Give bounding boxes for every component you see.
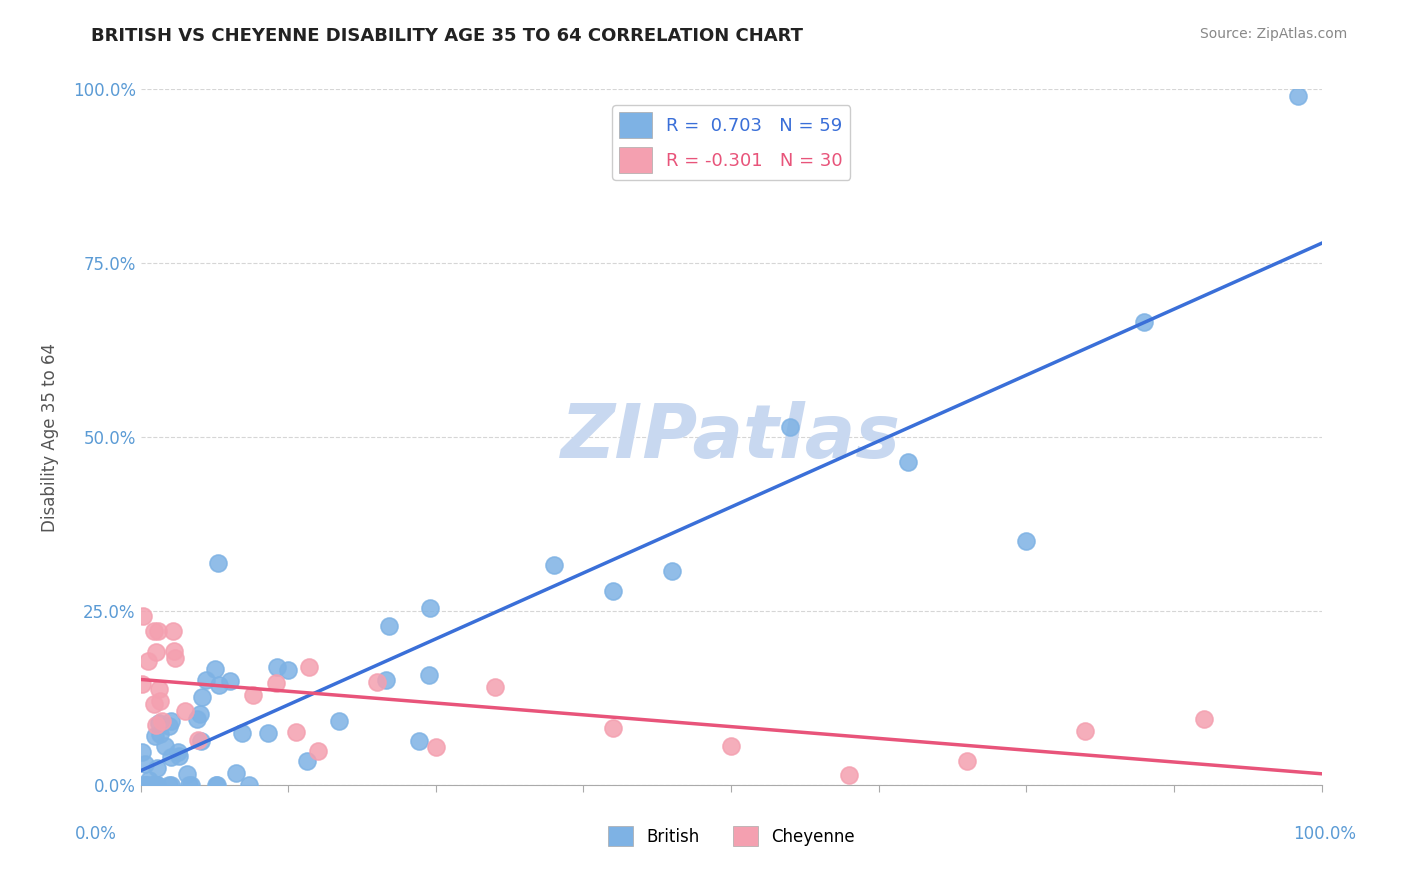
Point — [134, 757, 156, 772]
Point — [205, 778, 228, 792]
Point — [375, 673, 398, 687]
Point — [136, 654, 159, 668]
Point — [602, 721, 624, 735]
Point — [207, 556, 229, 570]
Point — [204, 662, 226, 676]
Point — [366, 674, 388, 689]
Point — [720, 739, 742, 753]
Point — [146, 778, 169, 792]
Point — [277, 663, 299, 677]
Point — [141, 778, 163, 792]
Point — [146, 624, 169, 638]
Point — [264, 676, 287, 690]
Point — [145, 778, 167, 792]
Point — [602, 583, 624, 598]
Point — [191, 690, 214, 704]
Text: ZIPatlas: ZIPatlas — [561, 401, 901, 474]
Point — [779, 420, 801, 434]
Point — [408, 734, 430, 748]
Point — [484, 680, 506, 694]
Point — [146, 778, 169, 792]
Point — [149, 694, 172, 708]
Point — [295, 754, 318, 768]
Point — [190, 733, 212, 747]
Point — [661, 564, 683, 578]
Y-axis label: Disability Age 35 to 64: Disability Age 35 to 64 — [41, 343, 59, 532]
Point — [148, 715, 170, 730]
Point — [157, 778, 180, 792]
Text: 0.0%: 0.0% — [75, 825, 117, 843]
Point — [419, 600, 441, 615]
Point — [132, 778, 155, 792]
Point — [176, 767, 198, 781]
Point — [150, 714, 173, 729]
Point — [186, 712, 208, 726]
Point — [142, 697, 165, 711]
Point — [143, 729, 166, 743]
Point — [177, 778, 200, 792]
Point — [897, 455, 920, 469]
Point — [231, 725, 253, 739]
Point — [135, 778, 157, 792]
Point — [145, 645, 167, 659]
Point — [425, 739, 447, 754]
Point — [148, 682, 170, 697]
Point — [284, 725, 307, 739]
Point — [145, 718, 167, 732]
Point — [146, 761, 169, 775]
Point — [1286, 89, 1309, 103]
Point — [132, 609, 155, 624]
Point — [328, 714, 350, 728]
Point — [266, 659, 288, 673]
Point — [219, 673, 242, 688]
Point — [143, 624, 166, 638]
Text: Source: ZipAtlas.com: Source: ZipAtlas.com — [1199, 27, 1347, 41]
Point — [157, 719, 180, 733]
Point — [131, 745, 153, 759]
Point — [159, 778, 181, 792]
Point — [138, 773, 160, 788]
Point — [238, 778, 260, 792]
Point — [149, 727, 172, 741]
Point — [838, 767, 860, 781]
Point — [155, 739, 177, 753]
Point — [188, 707, 211, 722]
Point — [162, 644, 184, 658]
Point — [187, 732, 209, 747]
Point — [256, 726, 278, 740]
Text: 100.0%: 100.0% — [1294, 825, 1355, 843]
Point — [143, 778, 166, 792]
Point — [159, 714, 181, 729]
Point — [160, 750, 183, 764]
Point — [543, 558, 565, 572]
Point — [142, 778, 165, 792]
Point — [169, 748, 191, 763]
Point — [298, 660, 321, 674]
Point — [205, 778, 228, 792]
Point — [1074, 724, 1097, 739]
Point — [165, 651, 187, 665]
Point — [1192, 712, 1215, 726]
Point — [418, 667, 440, 681]
Point — [162, 624, 184, 639]
Point — [307, 744, 329, 758]
Point — [208, 678, 231, 692]
Text: BRITISH VS CHEYENNE DISABILITY AGE 35 TO 64 CORRELATION CHART: BRITISH VS CHEYENNE DISABILITY AGE 35 TO… — [91, 27, 803, 45]
Point — [1133, 315, 1156, 329]
Point — [956, 754, 979, 768]
Point — [378, 619, 401, 633]
Point — [242, 688, 264, 702]
Point — [167, 745, 190, 759]
Point — [225, 765, 247, 780]
Point — [174, 704, 197, 718]
Legend: R =  0.703   N = 59, R = -0.301   N = 30: R = 0.703 N = 59, R = -0.301 N = 30 — [612, 105, 851, 180]
Point — [135, 778, 157, 792]
Point — [195, 673, 218, 687]
Point — [1015, 534, 1038, 549]
Point — [180, 778, 202, 792]
Point — [131, 677, 153, 691]
